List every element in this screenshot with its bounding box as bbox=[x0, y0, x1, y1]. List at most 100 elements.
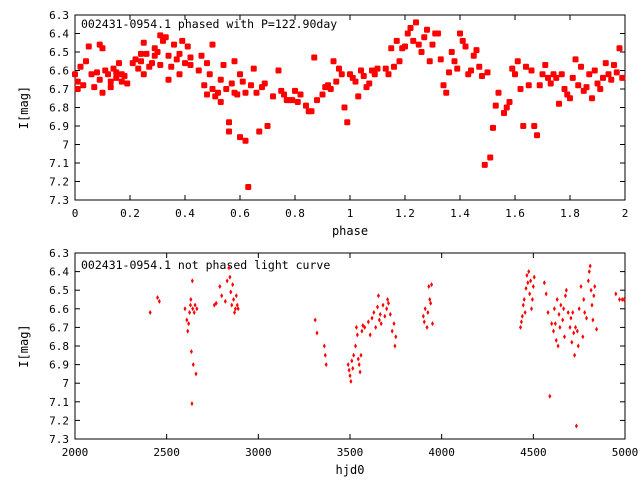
unphased-data-point bbox=[234, 293, 238, 299]
phased-chart-title: 002431-0954.1 phased with P=122.90day bbox=[81, 17, 337, 31]
phased-data-point bbox=[388, 45, 395, 52]
unphased-data-point bbox=[563, 293, 567, 299]
phased-x-tick-label: 0.8 bbox=[285, 207, 305, 220]
unphased-data-point bbox=[193, 302, 197, 308]
unphased-data-point bbox=[430, 282, 434, 288]
unphased-data-point bbox=[355, 332, 359, 338]
unphased-data-point bbox=[582, 297, 586, 302]
phased-data-point bbox=[140, 39, 147, 46]
phased-data-point bbox=[440, 82, 447, 89]
phased-x-tick-label: 1.4 bbox=[450, 207, 470, 220]
unphased-data-point bbox=[614, 291, 618, 297]
unphased-data-point bbox=[359, 352, 363, 358]
phased-data-point bbox=[424, 26, 430, 33]
phased-data-point bbox=[220, 61, 227, 68]
unphased-y-tick-label: 6.5 bbox=[49, 284, 69, 297]
phased-data-point bbox=[512, 71, 518, 78]
phased-data-point bbox=[613, 69, 620, 76]
unphased-data-point bbox=[363, 324, 367, 330]
phased-data-point bbox=[154, 49, 161, 55]
unphased-data-point bbox=[388, 311, 392, 317]
phased-data-point bbox=[470, 52, 477, 59]
phased-data-point bbox=[179, 37, 186, 44]
phased-data-point bbox=[476, 63, 483, 70]
unphased-plot-frame bbox=[74, 252, 626, 440]
unphased-data-point bbox=[554, 337, 558, 343]
phased-data-point bbox=[366, 80, 373, 87]
unphased-y-tick-label: 6.9 bbox=[49, 359, 69, 372]
phased-data-point bbox=[292, 87, 298, 94]
phased-y-tick-label: 7.2 bbox=[49, 176, 69, 189]
phased-data-point bbox=[74, 86, 81, 92]
unphased-data-point bbox=[223, 298, 227, 304]
unphased-data-point bbox=[393, 343, 397, 349]
phased-data-point bbox=[333, 78, 340, 85]
phased-data-point bbox=[426, 58, 433, 65]
unphased-data-point bbox=[322, 343, 326, 349]
unphased-data-point bbox=[620, 297, 624, 302]
phased-data-point bbox=[374, 65, 381, 72]
phased-data-point bbox=[594, 80, 601, 87]
unphased-data-point bbox=[559, 302, 563, 308]
phased-data-point bbox=[138, 50, 144, 57]
phased-data-point bbox=[531, 123, 538, 129]
phased-data-point bbox=[132, 56, 139, 63]
phased-data-point bbox=[107, 78, 114, 85]
unphased-data-point bbox=[228, 274, 232, 280]
unphased-data-point bbox=[386, 297, 390, 302]
unphased-data-point bbox=[357, 362, 361, 368]
phased-data-point bbox=[173, 56, 180, 63]
phased-data-point bbox=[561, 86, 568, 92]
unphased-data-point bbox=[346, 362, 350, 368]
unphased-data-point bbox=[324, 362, 328, 368]
phased-data-point bbox=[586, 71, 593, 78]
unphased-data-point bbox=[347, 367, 351, 373]
phased-data-point bbox=[459, 37, 466, 44]
phased-data-point bbox=[256, 128, 263, 135]
phased-data-point bbox=[539, 71, 546, 78]
phased-data-point bbox=[182, 60, 188, 67]
unphased-data-point bbox=[423, 306, 427, 312]
phased-data-point bbox=[176, 71, 183, 78]
unphased-data-point bbox=[376, 304, 379, 310]
unphased-data-point bbox=[590, 302, 594, 308]
phased-data-point bbox=[443, 89, 450, 96]
unphased-data-point bbox=[233, 310, 236, 316]
phased-data-point bbox=[605, 71, 612, 78]
phased-data-point bbox=[261, 80, 268, 87]
phased-data-point bbox=[165, 52, 172, 59]
phased-data-point bbox=[520, 123, 527, 129]
unphased-data-point bbox=[575, 328, 579, 334]
unphased-data-point bbox=[546, 310, 550, 316]
phased-data-point bbox=[525, 82, 532, 89]
unphased-data-point bbox=[313, 317, 317, 323]
phased-data-point bbox=[184, 43, 191, 50]
unphased-x-tick-label: 3500 bbox=[337, 446, 364, 459]
phased-data-point bbox=[226, 119, 232, 126]
phased-data-point bbox=[99, 45, 106, 52]
phased-data-point bbox=[446, 69, 452, 76]
unphased-data-point bbox=[618, 297, 621, 302]
unphased-data-point bbox=[573, 352, 577, 358]
phased-data-point bbox=[124, 80, 131, 87]
phased-data-point bbox=[308, 108, 315, 115]
phased-data-point bbox=[545, 74, 551, 81]
phased-x-tick-label: 1.6 bbox=[505, 207, 525, 220]
unphased-data-point bbox=[566, 310, 570, 316]
unphased-data-point bbox=[595, 326, 599, 332]
phased-data-point bbox=[396, 58, 403, 65]
phased-data-point bbox=[171, 41, 177, 48]
phased-data-point bbox=[360, 73, 367, 80]
unphased-data-point bbox=[530, 306, 533, 312]
unphased-data-point bbox=[569, 315, 573, 321]
unphased-data-point bbox=[189, 297, 193, 302]
phased-data-point bbox=[223, 86, 230, 92]
unphased-data-point bbox=[572, 330, 576, 336]
unphased-data-point bbox=[561, 317, 565, 323]
phased-data-point bbox=[264, 123, 271, 129]
unphased-data-point bbox=[379, 321, 383, 327]
phased-y-tick-label: 6.7 bbox=[49, 83, 69, 96]
phased-data-point bbox=[517, 86, 524, 92]
unphased-data-point bbox=[229, 289, 233, 295]
unphased-data-point bbox=[563, 334, 566, 340]
